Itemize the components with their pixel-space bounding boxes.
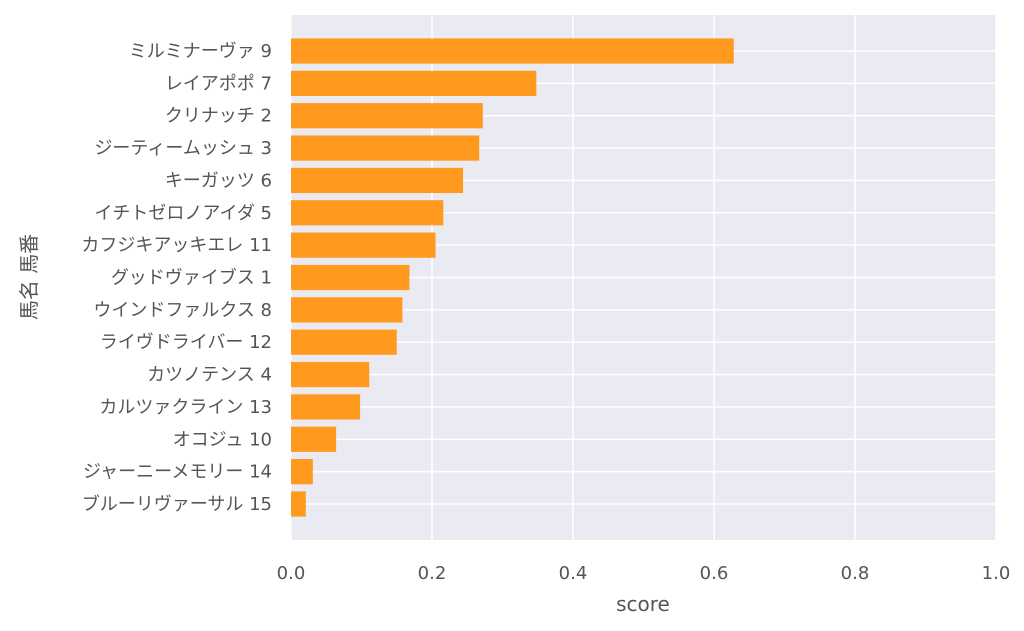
bar — [291, 232, 436, 258]
bar — [291, 264, 410, 291]
y-tick-label: ジャーニーメモリー 14 — [83, 462, 272, 483]
bar — [291, 491, 306, 517]
y-tick-label: レイアポポ 7 — [165, 73, 272, 94]
x-tick-label: 0.2 — [418, 563, 447, 584]
y-tick-label: オコジュ 10 — [173, 429, 272, 450]
y-tick-labels: ミルミナーヴァ 9 レイアポポ 7 クリナッチ 2 ジーティームッシュ 3 キーガッツ … — [81, 41, 272, 515]
y-tick-label: ミルミナーヴァ 9 — [129, 41, 272, 62]
y-tick-label: ウインドファルクス 8 — [93, 300, 272, 321]
y-tick-label: グッドヴァイブス 1 — [111, 267, 272, 289]
bar — [291, 167, 464, 194]
y-tick-label: カフジキアッキエレ 11 — [81, 235, 272, 256]
x-tick-label: 0.6 — [700, 563, 729, 584]
y-axis-label: 馬名 馬番 — [17, 234, 41, 320]
bar — [291, 200, 444, 226]
x-tick-label: 0.0 — [277, 563, 306, 584]
bar — [291, 70, 537, 96]
y-tick-label: カルツァクライン 13 — [99, 397, 272, 418]
y-tick-label: イチトゼロノアイダ 5 — [94, 203, 272, 224]
y-tick-label: キーガッツ 6 — [165, 170, 272, 191]
y-tick-label: ジーティームッシュ 3 — [94, 138, 272, 159]
y-tick-label: ブルーリヴァーサル 15 — [82, 493, 272, 515]
x-tick-label: 0.8 — [841, 563, 870, 584]
y-tick-label: クリナッチ 2 — [165, 106, 272, 127]
x-tick-label: 1.0 — [982, 563, 1011, 584]
bar — [291, 38, 734, 64]
x-tick-label: 0.4 — [559, 563, 588, 584]
y-tick-label: ライヴドライバー 12 — [100, 332, 272, 353]
bar — [291, 297, 403, 323]
bar — [291, 135, 480, 161]
bar — [291, 361, 370, 388]
bar — [291, 329, 397, 355]
x-axis-label: score — [616, 592, 670, 616]
bars — [291, 38, 734, 517]
x-tick-labels: 0.0 0.2 0.4 0.6 0.8 1.0 — [277, 563, 1011, 584]
bar — [291, 459, 313, 485]
bar — [291, 426, 337, 452]
bar — [291, 103, 483, 129]
bar — [291, 394, 361, 420]
y-tick-label: カツノテンス 4 — [147, 365, 272, 386]
